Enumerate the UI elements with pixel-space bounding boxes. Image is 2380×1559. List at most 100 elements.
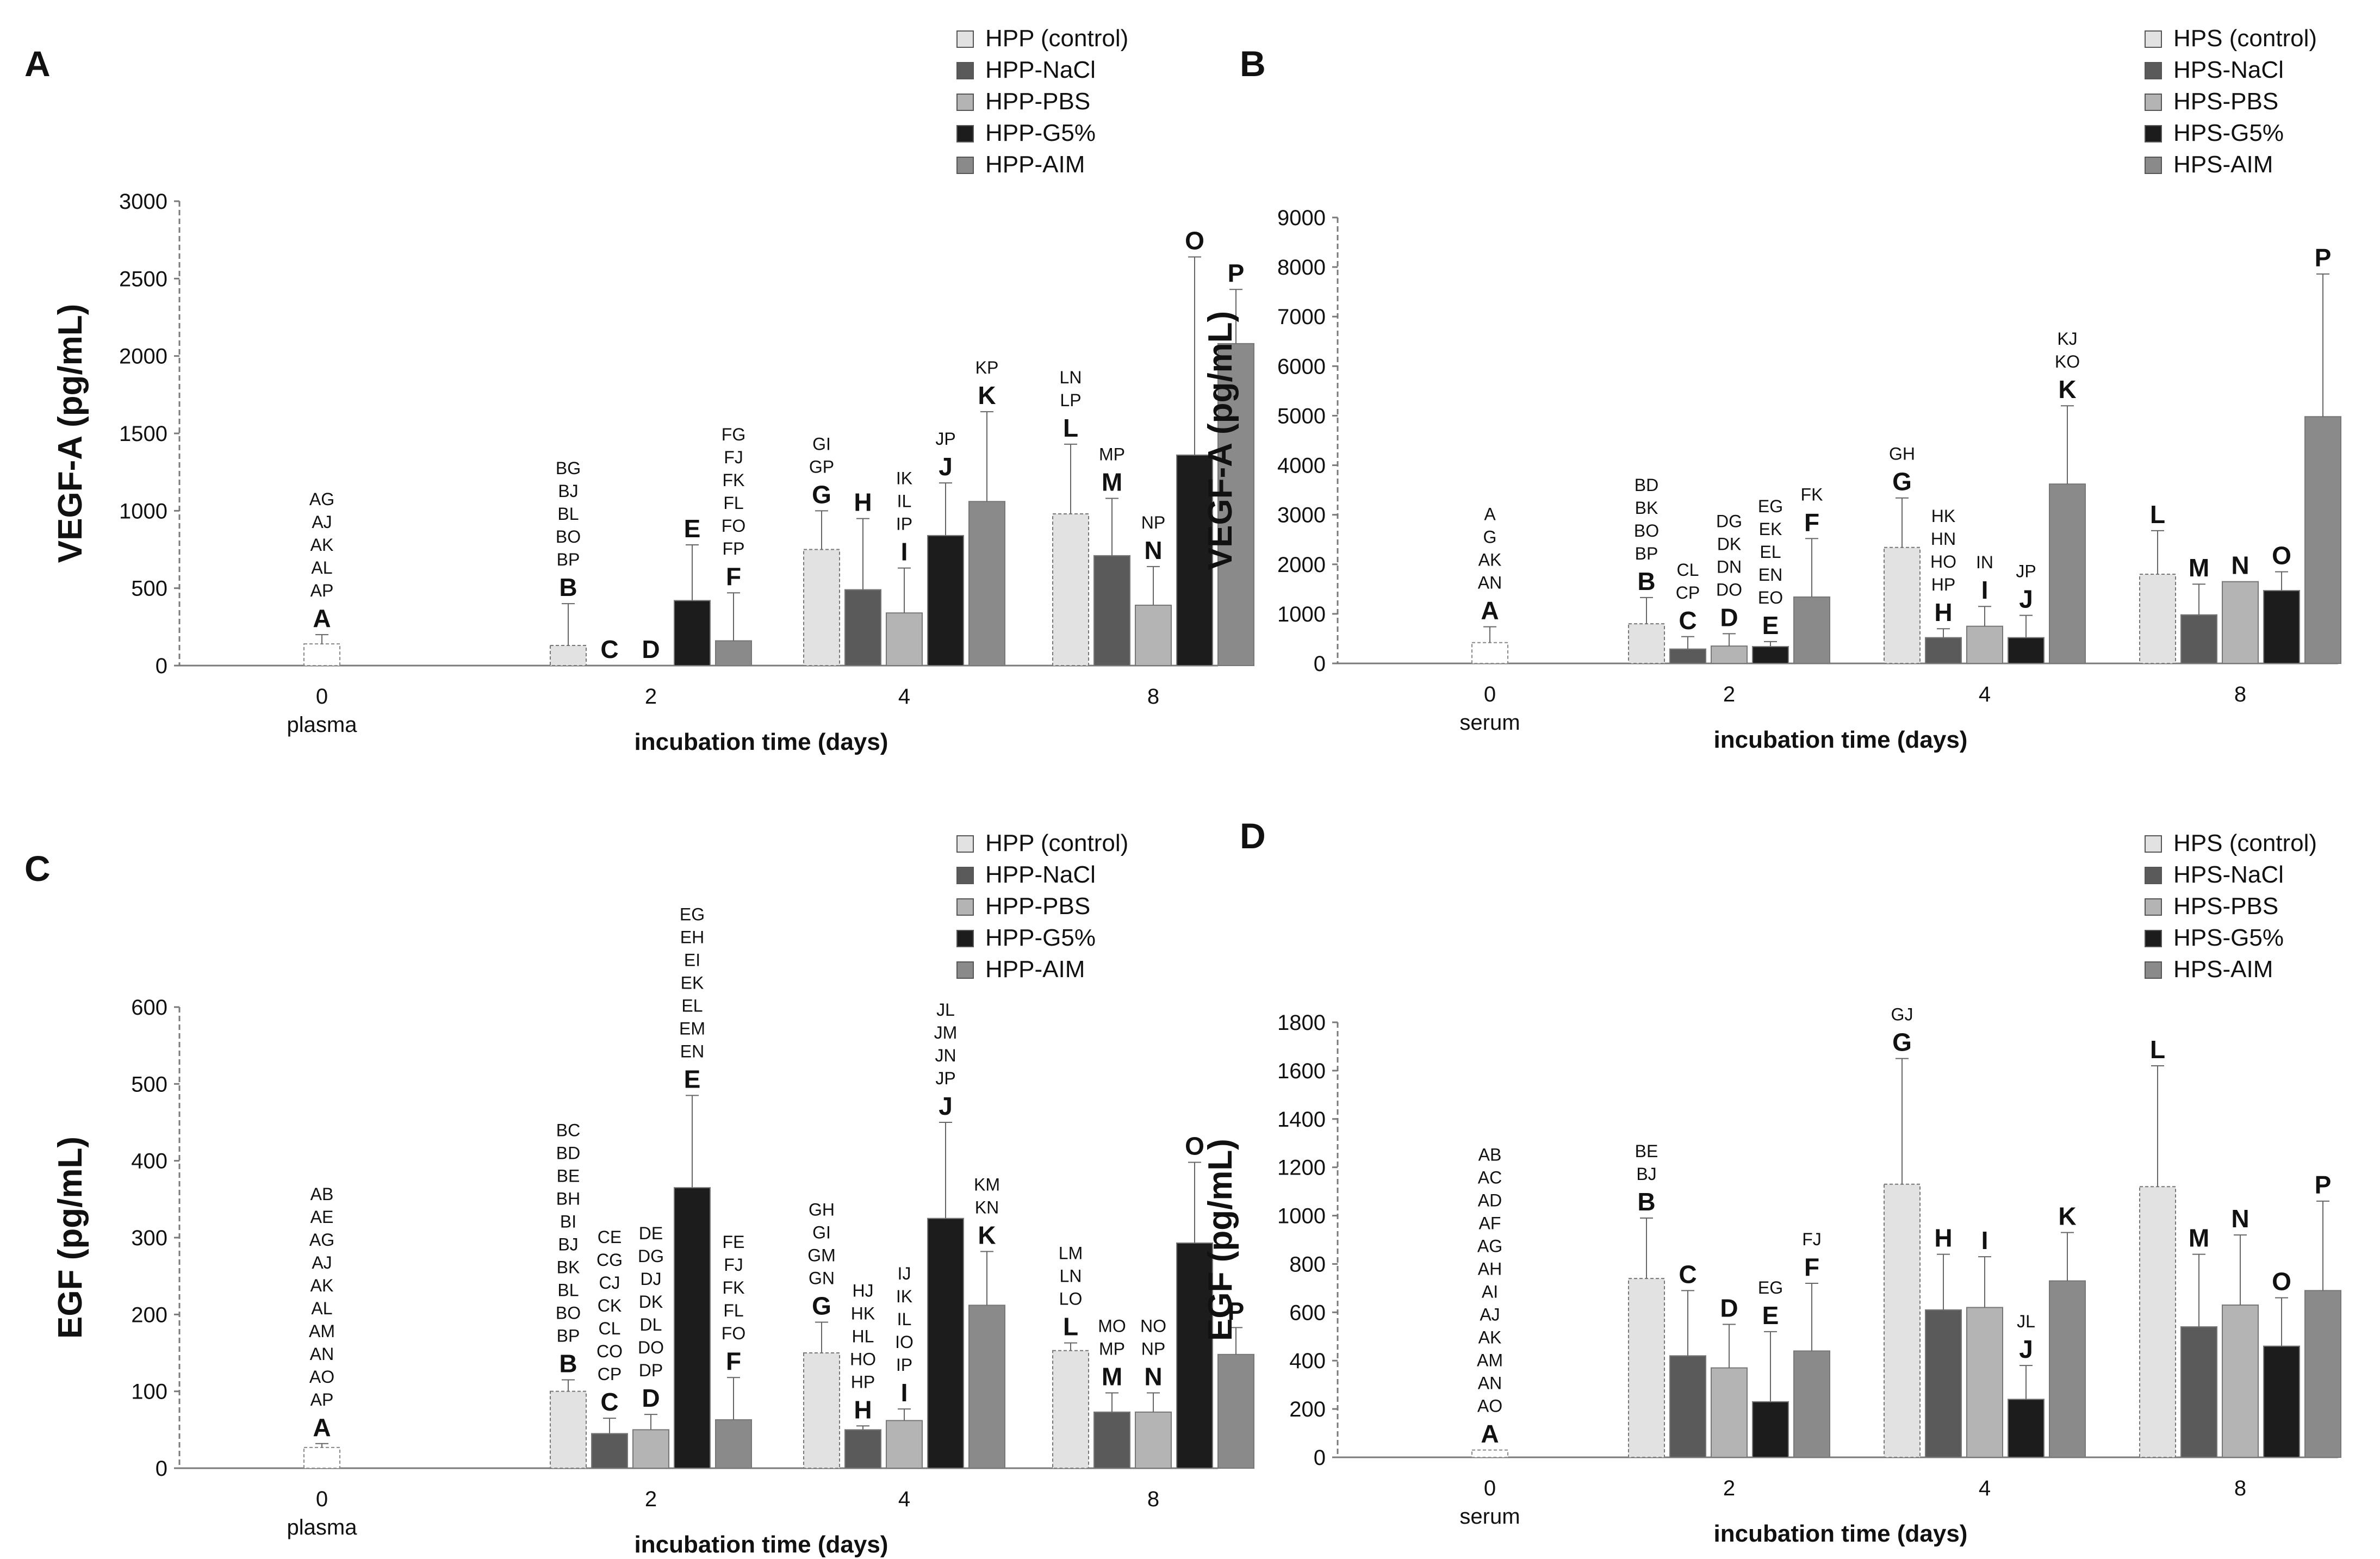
- legend-entry: HPP-G5%: [985, 120, 1096, 146]
- bar: [2180, 1326, 2217, 1458]
- bar: [803, 549, 840, 666]
- bar: [550, 644, 587, 666]
- panel-label: C: [24, 848, 51, 889]
- significance-label: EL: [1760, 542, 1781, 562]
- significance-label: JM: [934, 1023, 958, 1042]
- legend-swatch: [956, 961, 974, 979]
- significance-label: FL: [723, 493, 743, 513]
- significance-label: AF: [1479, 1214, 1501, 1233]
- bar: [2139, 1186, 2176, 1458]
- significance-label: LO: [1059, 1289, 1083, 1309]
- significance-label: EH: [680, 928, 704, 947]
- significance-label: CL: [1677, 560, 1699, 580]
- bar: [1884, 546, 1921, 664]
- significance-label: HJ: [852, 1281, 873, 1300]
- group-letter: I: [901, 538, 908, 566]
- legend-entry: HPP-PBS: [985, 88, 1090, 115]
- group-letter: O: [1185, 226, 1204, 254]
- group-letter: C: [1679, 1260, 1697, 1288]
- group-letter: O: [2272, 541, 2291, 569]
- bar: [844, 1429, 881, 1469]
- significance-label: AB: [1478, 1145, 1502, 1165]
- significance-label: EL: [681, 996, 703, 1016]
- bar: [2008, 1399, 2045, 1458]
- group-letter: I: [1981, 1226, 1988, 1254]
- group-letter: I: [1981, 576, 1988, 604]
- significance-label: AG: [1477, 1237, 1502, 1256]
- significance-label: FJ: [724, 1255, 743, 1275]
- significance-label: EO: [1758, 588, 1783, 607]
- y-tick-label: 300: [131, 1226, 167, 1250]
- bar: [1925, 1309, 1962, 1458]
- significance-label: EK: [681, 973, 704, 993]
- bar: [1052, 513, 1089, 666]
- significance-label: AG: [309, 489, 334, 509]
- group-letter: M: [2189, 1224, 2209, 1252]
- significance-label: CP: [1676, 583, 1700, 603]
- significance-label: AJ: [1480, 1305, 1500, 1325]
- significance-label: GH: [809, 1200, 835, 1219]
- significance-label: IL: [897, 492, 912, 511]
- group-letter: D: [642, 1384, 660, 1412]
- significance-label: IK: [896, 1287, 912, 1306]
- bar: [1471, 642, 1508, 664]
- significance-label: CO: [596, 1341, 623, 1361]
- significance-label: KN: [975, 1197, 999, 1217]
- significance-label: AK: [1478, 550, 1502, 570]
- significance-label: NP: [1141, 513, 1165, 532]
- significance-label: IL: [897, 1309, 912, 1329]
- significance-label: FG: [722, 425, 745, 444]
- x-axis-title: incubation time (days): [1714, 726, 1968, 753]
- x-sublabel: plasma: [287, 713, 358, 737]
- panel-d: D EGF (pg/mL) 0 200 400 600 800 1000 1200 1400 160…: [1202, 816, 2341, 1547]
- legend-swatch: [2145, 867, 2162, 884]
- legend-entry: HPP-G5%: [985, 924, 1096, 951]
- y-axis-title: VEGF-A (pg/mL): [1202, 311, 1239, 570]
- x-tick-label: 8: [2234, 682, 2246, 706]
- significance-label: AK: [310, 1276, 334, 1295]
- x-sublabel: serum: [1459, 1505, 1520, 1529]
- group-letter: G: [812, 1291, 831, 1320]
- y-tick-label: 800: [1289, 1252, 1326, 1276]
- bar: [1052, 1350, 1089, 1469]
- y-tick-label: 1000: [1277, 603, 1326, 626]
- significance-label: BE: [557, 1166, 580, 1185]
- legend-entry: HPP (control): [985, 830, 1128, 856]
- significance-label: AN: [1478, 573, 1502, 593]
- legend-entry: HPP-NaCl: [985, 57, 1096, 83]
- significance-label: AE: [310, 1207, 334, 1227]
- significance-label: DP: [639, 1361, 663, 1380]
- significance-label: CL: [599, 1319, 621, 1338]
- panel-label: B: [1240, 44, 1266, 84]
- x-tick-label: 4: [1979, 682, 1991, 706]
- significance-label: KM: [974, 1175, 1000, 1194]
- x-axis-title: incubation time (days): [635, 1531, 888, 1558]
- significance-label: BO: [1634, 521, 1659, 541]
- bar: [1793, 1350, 1830, 1458]
- legend-entry: HPS-G5%: [2173, 120, 2284, 146]
- group-letter: N: [2231, 1204, 2249, 1233]
- significance-label: NP: [1141, 1339, 1165, 1358]
- bar: [2222, 1305, 2259, 1458]
- y-axis-title: EGF (pg/mL): [1202, 1139, 1239, 1341]
- bar: [674, 600, 711, 666]
- legend-entry: HPP-AIM: [985, 151, 1085, 178]
- significance-label: HP: [851, 1372, 875, 1392]
- significance-label: CP: [598, 1364, 622, 1384]
- significance-label: GI: [812, 1222, 831, 1242]
- group-letter: F: [726, 1347, 741, 1375]
- significance-label: DG: [638, 1246, 664, 1266]
- significance-label: CJ: [599, 1273, 620, 1293]
- legend-swatch: [2145, 62, 2162, 79]
- group-letter: H: [1934, 598, 1952, 626]
- bar: [2049, 1280, 2086, 1458]
- group-letter: N: [1144, 536, 1162, 564]
- significance-label: AJ: [312, 1253, 332, 1272]
- group-letter: G: [1892, 1028, 1912, 1057]
- significance-label: AI: [1482, 1282, 1498, 1302]
- bar: [1093, 1411, 1130, 1469]
- group-letter: B: [1637, 1188, 1655, 1216]
- significance-label: GM: [807, 1245, 836, 1265]
- significance-label: DK: [1717, 534, 1741, 554]
- x-tick-label: 2: [645, 1487, 657, 1511]
